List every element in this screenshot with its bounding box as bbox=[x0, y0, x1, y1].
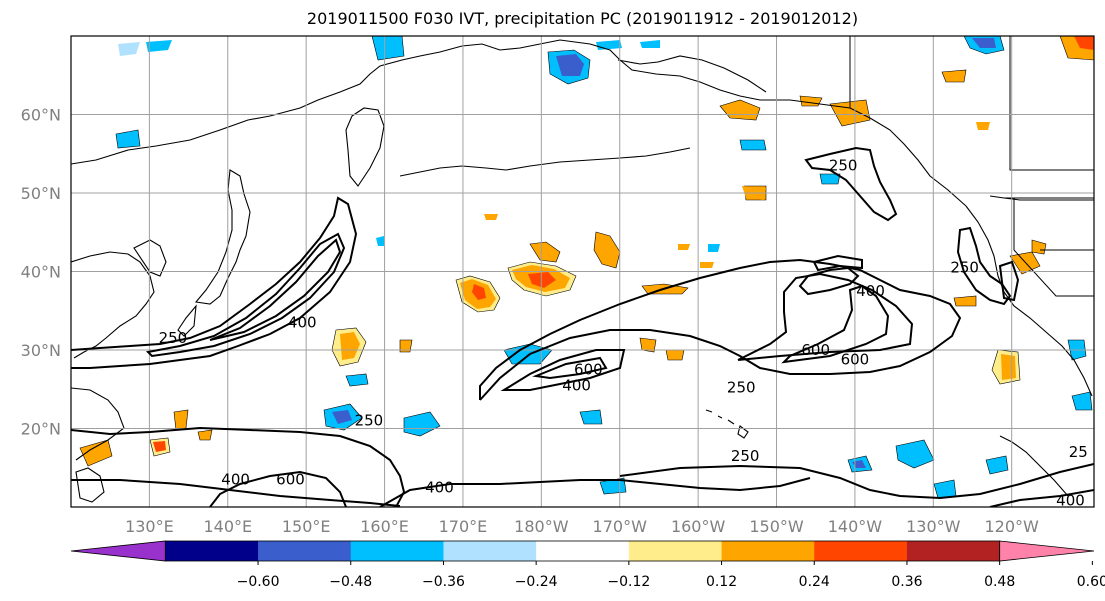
ivt-contour-label: 400 bbox=[562, 376, 591, 394]
latitude-label: 50°N bbox=[21, 184, 61, 203]
latitude-label: 40°N bbox=[21, 263, 61, 282]
colorbar-tick-label: 0.60 bbox=[1077, 574, 1105, 590]
ivt-contour-label: 600 bbox=[574, 361, 603, 379]
gridlines bbox=[71, 36, 1094, 507]
longitude-label: 130°E bbox=[125, 517, 174, 536]
longitude-label: 170°E bbox=[439, 517, 488, 536]
map-frame bbox=[70, 35, 1095, 508]
colorbar-segment bbox=[906, 541, 1001, 561]
colorbar-tick-label: −0.24 bbox=[515, 574, 558, 590]
colorbar-segment bbox=[628, 541, 723, 561]
ivt-contour-label: 250 bbox=[731, 447, 760, 465]
colorbar-tick-label: 0.36 bbox=[891, 574, 922, 590]
longitude-label: 170°W bbox=[593, 517, 648, 536]
map-title: 2019011500 F030 IVT, precipitation PC (2… bbox=[306, 9, 859, 28]
colorbar-tick-label: −0.60 bbox=[237, 574, 280, 590]
longitude-label: 140°W bbox=[828, 517, 883, 536]
ivt-contour-label: 600 bbox=[841, 350, 870, 368]
colorbar-tick-label: −0.36 bbox=[422, 574, 465, 590]
colorbar-segment bbox=[443, 541, 537, 561]
longitude-label: 150°W bbox=[749, 517, 804, 536]
ivt-contour-label: 250 bbox=[159, 329, 188, 347]
colorbar-tick-label: −0.48 bbox=[329, 574, 372, 590]
ivt-contour-label: 250 bbox=[355, 412, 384, 430]
colorbar-segment bbox=[536, 541, 630, 561]
longitude-label: 160°W bbox=[671, 517, 726, 536]
colorbar-extend-max bbox=[999, 540, 1095, 562]
positive-anomaly-cluster bbox=[79, 36, 1094, 467]
ivt-contour-label: 400 bbox=[1056, 492, 1085, 510]
ivt-contour-label: 250 bbox=[727, 379, 756, 397]
longitude-labels: 130°E 140°E 150°E 160°E 170°E 180°W 170°W 160°W… bbox=[125, 517, 1039, 536]
ivt-contours bbox=[71, 146, 1094, 507]
longitude-label: 150°E bbox=[282, 517, 331, 536]
ivt-contour-label: 400 bbox=[221, 471, 250, 489]
ivt-contour-label: 600 bbox=[801, 341, 830, 359]
colorbar-segment bbox=[258, 541, 352, 561]
latitude-label: 60°N bbox=[21, 106, 61, 125]
colorbar-tick-label: 0.12 bbox=[706, 574, 737, 590]
ivt-contour-label: 400 bbox=[856, 282, 885, 300]
ivt-contour-label: 25 bbox=[1069, 443, 1088, 461]
negative-anomaly-cluster bbox=[115, 36, 1093, 499]
longitude-label: 180°W bbox=[514, 517, 569, 536]
longitude-label: 130°W bbox=[906, 517, 961, 536]
ivt-contour-label: 250 bbox=[950, 259, 979, 277]
longitude-label: 140°E bbox=[203, 517, 252, 536]
longitude-label: 160°E bbox=[360, 517, 409, 536]
ivt-contour-label: 250 bbox=[829, 157, 858, 175]
colorbar-segment bbox=[814, 541, 908, 561]
colorbar-extend-min bbox=[70, 540, 166, 562]
latitude-labels: 60°N 50°N 40°N 30°N 20°N bbox=[21, 106, 61, 439]
coastlines bbox=[71, 39, 1094, 503]
ivt-contour-label: 400 bbox=[288, 314, 317, 332]
colorbar-segment bbox=[165, 541, 259, 561]
colorbar-segment bbox=[350, 541, 444, 561]
latitude-label: 20°N bbox=[21, 420, 61, 439]
latitude-label: 30°N bbox=[21, 341, 61, 360]
ivt-contour-label: 400 bbox=[425, 478, 454, 496]
colorbar-tick-label: −0.12 bbox=[607, 574, 650, 590]
ivt-contour-label: 600 bbox=[276, 471, 305, 489]
political-borders bbox=[849, 36, 1094, 297]
longitude-label: 120°W bbox=[985, 517, 1040, 536]
colorbar-tick-label: 0.48 bbox=[984, 574, 1015, 590]
colorbar-tick-label: 0.24 bbox=[799, 574, 830, 590]
colorbar-outline bbox=[164, 540, 1001, 562]
colorbar: −0.60 −0.48 −0.36 −0.24 −0.12 0.12 0.24 0.36 0.4… bbox=[70, 540, 1105, 590]
colorbar-segment bbox=[721, 541, 815, 561]
